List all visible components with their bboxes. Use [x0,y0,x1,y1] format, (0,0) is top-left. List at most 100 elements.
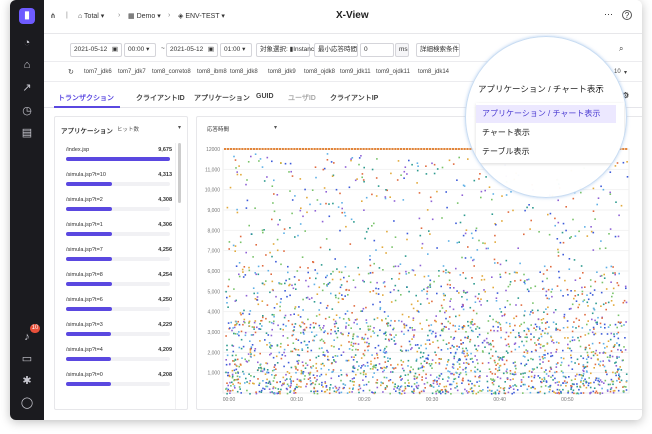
breadcrumb-total[interactable]: ⌂ Total ▾ [78,13,105,20]
instance-item[interactable]: tom7_jdk6 [84,69,112,75]
date-from-input[interactable]: 2021-05-12 ▣ [70,43,122,57]
list-item[interactable]: /simula.jsp?t=4 4,209 [56,343,176,368]
scatter-point [357,368,359,371]
tab-guid[interactable]: GUID [256,93,274,100]
scatter-point [554,371,556,374]
scatter-point [340,271,343,274]
hierarchy-icon[interactable]: ⋔ [50,13,56,20]
scatter-point [496,330,499,332]
view-dropdown-selected[interactable]: アプリケーション / チャート表示 [478,84,604,94]
range-separator: ~ [158,43,165,57]
breadcrumb-demo[interactable]: ▦ Demo ▾ [128,13,161,20]
bell-icon[interactable]: ♪ [24,331,30,343]
scatter-point [259,340,261,342]
scatter-point [319,327,321,329]
instance-item[interactable]: tom8_jdk8 [230,69,258,75]
instance-item[interactable]: tom9_ojdk11 [376,69,410,75]
list-item[interactable]: /simula.jsp?t=7 4,256 [56,243,176,268]
list-item[interactable]: /simula.jsp?t=3 4,229 [56,318,176,343]
refresh-icon[interactable]: ↻ [68,69,74,76]
scatter-point [618,374,620,376]
scatter-point [436,380,438,382]
chevron-down-icon[interactable]: ▾ [177,125,181,131]
scatter-point [556,388,559,391]
chevron-down-icon[interactable]: ▾ [624,70,628,76]
instance-item[interactable]: tom8_correto8 [152,69,191,75]
scatter-point [332,270,334,273]
scatter-point [464,257,467,259]
time-from-input[interactable]: 00:00 ▾ [124,43,156,57]
scatter-point [400,359,402,362]
scatter-point [444,392,447,395]
scrollbar[interactable] [178,143,181,203]
tab-client-ip[interactable]: クライアントIP [330,95,379,102]
scatter-point [485,247,488,250]
list-item[interactable]: /simula.jsp?t=1 4,306 [56,218,176,243]
list-item[interactable]: /index.jsp 9,675 [56,143,176,168]
chevron-down-icon[interactable]: ▾ [598,86,602,92]
tab-transaction[interactable]: トランザクション [58,95,114,102]
scatter-point [614,273,616,276]
scatter-point [413,334,415,336]
dropdown-option-chart[interactable]: チャート表示 [482,128,530,137]
list-item[interactable]: /simula.jsp?t=8 4,254 [56,268,176,293]
tab-user-id[interactable]: ユーザID [288,95,316,102]
chevron-down-icon[interactable]: ▾ [274,125,278,131]
user-icon[interactable]: ⌂ [23,59,31,71]
gear-icon[interactable]: ✱ [22,375,32,387]
chat-icon[interactable]: ▭ [21,353,33,365]
scatter-point [448,370,451,373]
advanced-search-button[interactable]: 詳細検索条件 [416,43,460,57]
scatter-point [447,391,450,393]
scatter-point [253,375,255,378]
scatter-point [294,283,296,286]
scatter-point [574,290,576,292]
breadcrumb-env[interactable]: ◈ ENV-TEST ▾ [178,13,225,20]
dashboard-icon[interactable]: ◔ [23,37,31,49]
analysis-icon[interactable]: ↗ [22,82,32,94]
instance-item[interactable]: tom8_ojdk8 [304,69,336,75]
list-item[interactable]: /simula.jsp?t=0 4,208 [56,368,176,393]
min-response-input[interactable]: 0 [360,43,394,57]
scatter-point [242,370,244,373]
scatter-point [409,369,411,372]
scatter-point [274,392,276,395]
scatter-point [562,241,565,244]
instance-item[interactable]: tom8_ibm8 [197,69,227,75]
dropdown-option-app-chart[interactable]: アプリケーション / チャート表示 [476,105,616,123]
list-item[interactable]: /simula.jsp?t=2 4,308 [56,193,176,218]
help-icon[interactable]: ? [622,10,632,20]
scatter-point [612,287,615,290]
tab-application[interactable]: アプリケーション [194,95,250,102]
more-icon[interactable]: ⋯ [604,9,613,19]
instance-item[interactable]: tom7_jdk7 [118,69,146,75]
account-icon[interactable]: ◯ [20,397,34,409]
list-item[interactable]: /simula.jsp?t=10 4,313 [56,168,176,193]
scatter-point [475,328,477,330]
clock-icon[interactable]: ◷ [22,105,32,117]
scatter-point [465,347,467,350]
dropdown-option-table[interactable]: テーブル表示 [482,147,530,156]
scatter-point [450,372,452,375]
target-select-button[interactable]: 対象選択: ▮Instance [256,43,318,57]
report-icon[interactable]: ▤ [21,127,33,139]
instance-item[interactable]: tom9_jdk11 [340,69,371,75]
scatter-point [498,322,500,324]
scatter-point [523,281,526,283]
scatter-point [533,336,535,338]
scatter-point [306,350,309,353]
list-item[interactable]: /simula.jsp?t=6 4,250 [56,293,176,318]
scatter-point [598,363,600,366]
search-icon[interactable]: ⌕ [616,43,627,57]
tab-client-id[interactable]: クライアントID [136,95,185,102]
instance-item[interactable]: tom8_jdk14 [418,69,450,75]
scatter-point [375,249,377,251]
scatter-point [268,321,271,323]
scatter-point [328,316,331,318]
instance-item[interactable]: tom8_jdk9 [268,69,296,75]
time-to-input[interactable]: 01:00 ▾ [220,43,252,57]
date-to-input[interactable]: 2021-05-12 ▣ [166,43,218,57]
scatter-point [371,148,374,150]
scatter-point [599,360,602,363]
settings-icon[interactable]: ⚙ [622,91,630,100]
